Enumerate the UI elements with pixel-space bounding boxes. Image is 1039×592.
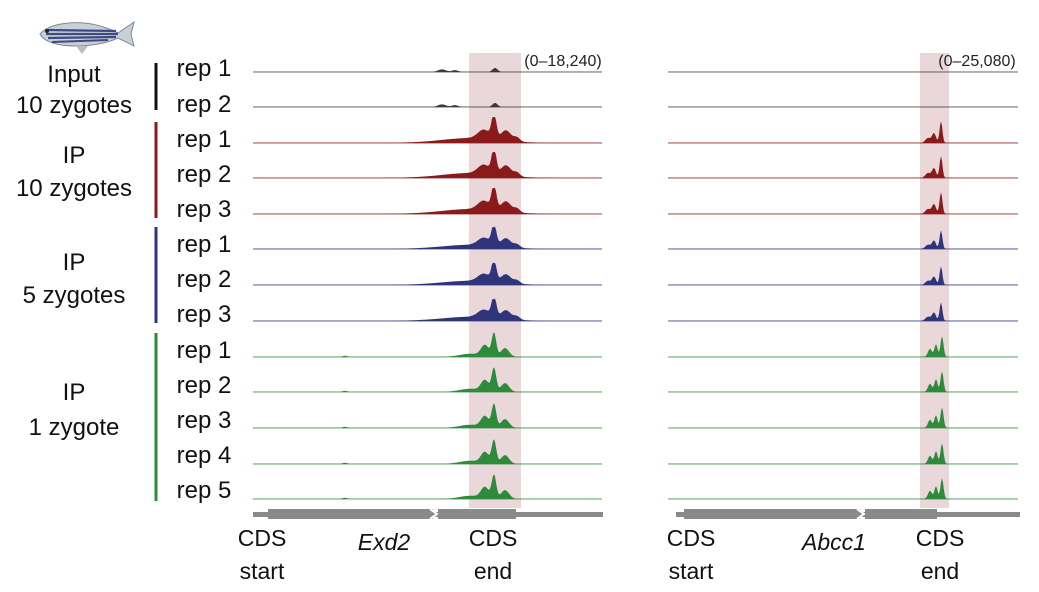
group-input-line1: Input: [47, 61, 101, 88]
coverage-track: [668, 302, 1018, 321]
coverage-track: [668, 121, 1018, 143]
cds-end-label-right-2: end: [921, 558, 959, 584]
track-range-right: (0–25,080): [938, 53, 1015, 70]
rep-label: rep 2: [177, 161, 232, 188]
group-ip10-line1: IP: [63, 142, 86, 169]
rep-label: rep 2: [177, 372, 232, 399]
cds-end-label-left-2: end: [474, 558, 512, 584]
replicate-labels: rep 1 rep 2 rep 1 rep 2 rep 3 rep 1 rep …: [177, 55, 232, 504]
gene-name-left: Exd2: [358, 529, 411, 555]
gene-model-exon: [684, 509, 860, 519]
coverage-track: [253, 439, 602, 464]
gene-model-right: [676, 509, 1020, 519]
coverage-track: [668, 478, 1018, 499]
coverage-track: [253, 117, 602, 143]
group-ip1-line2: 1 zygote: [29, 414, 120, 441]
rep-label: rep 3: [177, 196, 232, 223]
cds-start-label-right-1: CDS: [667, 525, 716, 551]
rep-label: rep 5: [177, 477, 232, 504]
coverage-track: [253, 403, 602, 428]
cds-start-label-left-1: CDS: [238, 525, 287, 551]
rep-label: rep 4: [177, 442, 232, 469]
cds-start-label-left-2: start: [240, 558, 285, 584]
rep-label: rep 3: [177, 407, 232, 434]
coverage-track: [253, 227, 602, 249]
group-ip5-line2: 5 zygotes: [23, 282, 126, 309]
coverage-track: [253, 332, 602, 357]
rep-label: rep 2: [177, 266, 232, 293]
rep-label: rep 1: [177, 231, 232, 258]
group-ip1-line1: IP: [63, 379, 86, 406]
coverage-track: [253, 367, 602, 392]
coverage-track: [668, 192, 1018, 214]
rep-label: rep 2: [177, 91, 232, 118]
gene-model-exon: [438, 509, 516, 519]
coverage-track: [668, 443, 1018, 464]
rep-label: rep 3: [177, 301, 232, 328]
coverage-track: [668, 230, 1018, 249]
coverage-tracks: [253, 68, 1018, 499]
coverage-track: [253, 152, 602, 178]
rep-label: rep 1: [177, 126, 232, 153]
gene-model-exon: [268, 509, 433, 519]
rep-label: rep 1: [177, 337, 232, 364]
gene-model-exon: [865, 509, 937, 519]
coverage-track: [668, 156, 1018, 178]
coverage-track: [668, 371, 1018, 392]
track-range-left: (0–18,240): [524, 53, 601, 70]
coverage-track: [253, 299, 602, 321]
rep-label: rep 1: [177, 55, 232, 82]
group-ip5-line1: IP: [63, 249, 86, 276]
coverage-track: [668, 336, 1018, 357]
gene-model-left: [253, 509, 603, 519]
cds-end-label-right-1: CDS: [916, 525, 965, 551]
group-ip10-line2: 10 zygotes: [16, 175, 132, 202]
coverage-track: [668, 266, 1018, 285]
gene-name-right: Abcc1: [800, 529, 866, 555]
coverage-track: [253, 103, 602, 107]
coverage-track: [253, 474, 602, 499]
cds-start-label-right-2: start: [669, 558, 714, 584]
coverage-track: [253, 188, 602, 214]
zebrafish-icon: [40, 22, 134, 54]
cds-end-label-left-1: CDS: [469, 525, 518, 551]
coverage-track: [668, 407, 1018, 428]
group-input-line2: 10 zygotes: [16, 92, 132, 119]
coverage-track: [253, 263, 602, 285]
